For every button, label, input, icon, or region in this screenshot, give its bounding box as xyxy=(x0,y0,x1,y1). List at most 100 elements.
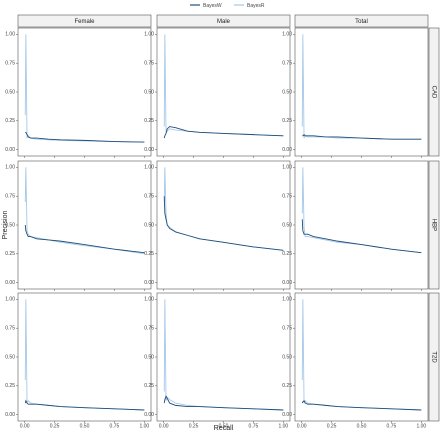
y-tick-label: 0.75 xyxy=(5,194,15,200)
y-tick-label: 0.75 xyxy=(144,194,154,200)
strip-background xyxy=(428,292,440,422)
y-tick-label: 0.50 xyxy=(144,89,154,95)
y-tick-label: 1.00 xyxy=(5,165,15,171)
y-tick-label: 0.50 xyxy=(5,354,15,360)
strip-label: Male xyxy=(217,19,231,25)
strip-label: HBP xyxy=(430,219,436,231)
x-axis-title: Recall xyxy=(214,425,234,432)
x-tick-label: 0.75 xyxy=(110,423,120,429)
y-tick-label: 1.00 xyxy=(5,32,15,38)
y-tick-label: 0.25 xyxy=(144,251,154,257)
y-tick-label: 1.00 xyxy=(282,32,292,38)
y-tick-label: 0.00 xyxy=(144,412,154,418)
strip-label: CAD xyxy=(430,86,436,99)
legend-label: BayesW xyxy=(203,3,222,9)
y-tick-label: 1.00 xyxy=(144,32,154,38)
pr-curve xyxy=(163,395,284,411)
x-tick-label: 0.50 xyxy=(357,423,367,429)
y-tick-label: 0.00 xyxy=(144,280,154,286)
pr-curve xyxy=(301,219,422,254)
panel-border xyxy=(156,160,291,290)
pr-curve xyxy=(163,299,284,411)
y-tick-label: 0.00 xyxy=(144,147,154,153)
panel-border xyxy=(17,160,152,290)
y-tick-label: 0.00 xyxy=(282,280,292,286)
strip-background xyxy=(428,27,440,157)
x-tick-label: 1.00 xyxy=(278,423,288,429)
strip-background xyxy=(428,160,440,290)
x-tick-label: 0.25 xyxy=(189,423,199,429)
y-tick-label: 1.00 xyxy=(144,297,154,303)
pr-curve xyxy=(301,34,422,140)
y-tick-label: 0.50 xyxy=(282,222,292,228)
y-tick-label: 0.50 xyxy=(144,354,154,360)
y-tick-label: 1.00 xyxy=(5,297,15,303)
pr-curve xyxy=(301,299,422,411)
y-tick-label: 0.25 xyxy=(144,118,154,124)
panel-border xyxy=(156,292,291,422)
y-tick-label: 0.50 xyxy=(282,89,292,95)
strip-background xyxy=(17,14,152,28)
pr-curve xyxy=(24,299,145,411)
x-tick-label: 0.25 xyxy=(50,423,60,429)
y-tick-label: 0.25 xyxy=(282,383,292,389)
y-tick-label: 1.00 xyxy=(282,165,292,171)
strip-background xyxy=(294,14,429,28)
pr-curve xyxy=(301,400,422,411)
x-tick-label: 0.00 xyxy=(159,423,169,429)
y-tick-label: 0.25 xyxy=(5,383,15,389)
x-tick-label: 0.75 xyxy=(249,423,259,429)
panel-border xyxy=(294,292,429,422)
y-tick-label: 1.00 xyxy=(282,297,292,303)
y-tick-label: 0.00 xyxy=(282,147,292,153)
pr-curve xyxy=(24,167,145,255)
panel-border xyxy=(294,160,429,290)
y-tick-label: 1.00 xyxy=(144,165,154,171)
y-tick-label: 0.50 xyxy=(144,222,154,228)
x-tick-label: 0.50 xyxy=(219,423,229,429)
y-tick-label: 0.75 xyxy=(5,326,15,332)
y-tick-label: 0.00 xyxy=(5,412,15,418)
x-tick-label: 0.25 xyxy=(327,423,337,429)
y-tick-label: 0.75 xyxy=(282,326,292,332)
y-tick-label: 0.50 xyxy=(282,354,292,360)
y-tick-label: 0.25 xyxy=(5,118,15,124)
pr-curve xyxy=(302,133,422,140)
strip-label: T2D xyxy=(430,351,436,363)
pr-curve xyxy=(301,167,422,254)
legend-label: BayesR xyxy=(247,3,265,9)
y-tick-label: 0.00 xyxy=(5,280,15,286)
y-tick-label: 0.25 xyxy=(282,251,292,257)
pr-curve xyxy=(163,196,284,251)
x-tick-label: 1.00 xyxy=(139,423,149,429)
y-tick-label: 0.75 xyxy=(5,61,15,67)
strip-label: Total xyxy=(355,19,368,25)
y-tick-label: 0.25 xyxy=(5,251,15,257)
strip-label: Female xyxy=(74,19,95,25)
y-tick-label: 0.00 xyxy=(282,412,292,418)
x-tick-label: 0.75 xyxy=(387,423,397,429)
y-tick-label: 0.00 xyxy=(5,147,15,153)
y-tick-label: 0.50 xyxy=(5,89,15,95)
panel-border xyxy=(17,292,152,422)
pr-curve xyxy=(163,167,284,251)
panel-border xyxy=(156,27,291,157)
pr-curve xyxy=(25,131,145,143)
y-tick-label: 0.75 xyxy=(282,61,292,67)
pr-curve xyxy=(163,34,284,137)
y-tick-label: 0.25 xyxy=(282,118,292,124)
strip-background xyxy=(156,14,291,28)
pr-curve xyxy=(163,126,284,139)
y-tick-label: 0.50 xyxy=(5,222,15,228)
pr-curve xyxy=(24,399,145,411)
x-tick-label: 0.50 xyxy=(80,423,90,429)
y-tick-label: 0.75 xyxy=(144,61,154,67)
x-tick-label: 0.00 xyxy=(297,423,307,429)
x-tick-label: 0.00 xyxy=(20,423,30,429)
x-tick-label: 1.00 xyxy=(416,423,426,429)
y-tick-label: 0.75 xyxy=(144,326,154,332)
y-tick-label: 0.75 xyxy=(282,194,292,200)
pr-curve xyxy=(24,224,145,254)
y-axis-title: Precision xyxy=(2,211,9,240)
panel-border xyxy=(17,27,152,157)
